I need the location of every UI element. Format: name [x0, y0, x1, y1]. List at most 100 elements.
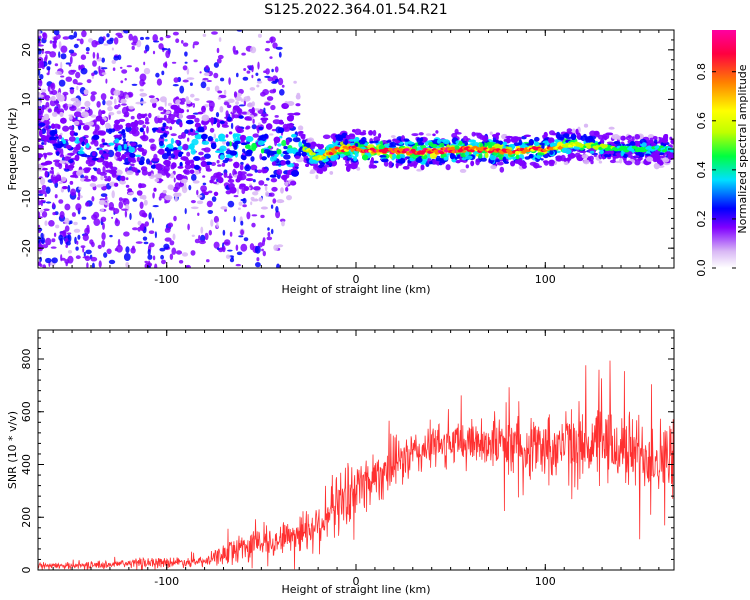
heat-cell [541, 144, 545, 150]
heat-cell [159, 37, 164, 41]
heat-cell [226, 141, 230, 147]
heat-cell [154, 231, 157, 239]
heat-cell [46, 72, 50, 76]
heat-cell [194, 164, 200, 170]
heat-cell [200, 133, 208, 140]
heat-cell [41, 184, 47, 191]
heat-cell [80, 54, 87, 60]
heat-cell [281, 220, 285, 227]
heat-cell [168, 156, 172, 161]
heat-cell [193, 59, 198, 63]
heat-cell [267, 231, 271, 237]
heat-cell [307, 137, 315, 143]
heat-cell [241, 111, 249, 115]
heat-cell [92, 151, 96, 157]
heat-cell [106, 248, 112, 255]
heat-cell [62, 229, 67, 237]
heat-cell [256, 125, 260, 131]
heat-cell [77, 150, 85, 155]
heat-cell [49, 170, 53, 174]
heat-cell [180, 97, 186, 103]
y-tick-label: 400 [20, 454, 33, 475]
heat-cell [73, 31, 78, 38]
heat-cell [277, 143, 282, 147]
heat-cell [39, 74, 44, 80]
heat-cell [102, 153, 110, 158]
heat-cell [75, 246, 79, 251]
heat-cell [124, 78, 127, 81]
heat-cell [226, 116, 232, 122]
heat-cell [73, 132, 78, 136]
heat-cell [237, 187, 239, 195]
heat-cell [198, 240, 206, 245]
heat-cell [418, 132, 424, 136]
heat-cell [465, 155, 473, 160]
heat-cell [275, 46, 283, 50]
heat-cell [238, 104, 246, 107]
heat-cell [131, 128, 136, 134]
heat-cell [231, 256, 234, 260]
heat-cell [161, 70, 165, 76]
heat-cell [121, 103, 127, 106]
heat-cell [185, 160, 191, 166]
snr-panel: -100 0 100 0 200 400 600 800 Height of straight… [6, 329, 675, 596]
heat-cell [190, 200, 196, 204]
heat-cell [113, 134, 121, 138]
heat-cell [44, 95, 51, 101]
heat-cell [400, 135, 406, 142]
heat-cell [330, 155, 336, 162]
heat-cell [75, 203, 82, 211]
heat-cell [235, 244, 239, 251]
heat-cell [277, 77, 284, 86]
heat-cell [496, 161, 504, 166]
heat-cell [41, 211, 48, 218]
heat-cell [543, 131, 548, 138]
heat-cell [316, 143, 322, 148]
heat-cell [52, 40, 56, 48]
heat-cell [82, 247, 85, 253]
heat-cell [585, 137, 589, 143]
heat-cell [96, 101, 101, 108]
heat-cell [217, 96, 222, 100]
heat-cell [227, 249, 233, 252]
heat-cell [407, 141, 415, 145]
heat-cell [103, 252, 108, 258]
heat-cell [454, 145, 460, 151]
heat-cell [175, 38, 180, 43]
heat-cell [91, 262, 95, 268]
heat-cell [188, 184, 192, 191]
heat-cell [40, 209, 43, 214]
heat-cell [171, 162, 177, 169]
heat-cell [310, 169, 316, 174]
heat-cell [124, 210, 128, 218]
heat-cell [633, 140, 641, 147]
heat-cell [331, 150, 337, 154]
heat-cell [315, 174, 319, 180]
heat-cell [242, 148, 246, 153]
heat-cell [158, 43, 164, 50]
heat-cell [345, 135, 351, 139]
heat-cell [550, 142, 556, 148]
heat-cell [102, 142, 108, 146]
heat-cell [246, 211, 251, 220]
heat-cell [175, 99, 182, 106]
heat-cell [181, 252, 189, 257]
heat-cell [154, 263, 158, 268]
heat-cell [168, 113, 175, 121]
heat-cell [476, 132, 483, 139]
heat-cell [186, 77, 195, 80]
heat-cell [83, 89, 89, 95]
heat-cell [221, 162, 226, 167]
heat-cell [268, 145, 272, 149]
heat-cell [91, 72, 95, 77]
heat-cell [215, 150, 222, 153]
heat-cell [286, 115, 294, 122]
heat-cell [201, 140, 210, 145]
heat-cell [108, 111, 115, 116]
heat-cell [235, 263, 241, 267]
heat-cell [80, 67, 88, 75]
heat-cell [241, 52, 246, 56]
heat-cell [149, 98, 158, 104]
heat-cell [76, 82, 83, 86]
heat-cell [194, 117, 200, 123]
